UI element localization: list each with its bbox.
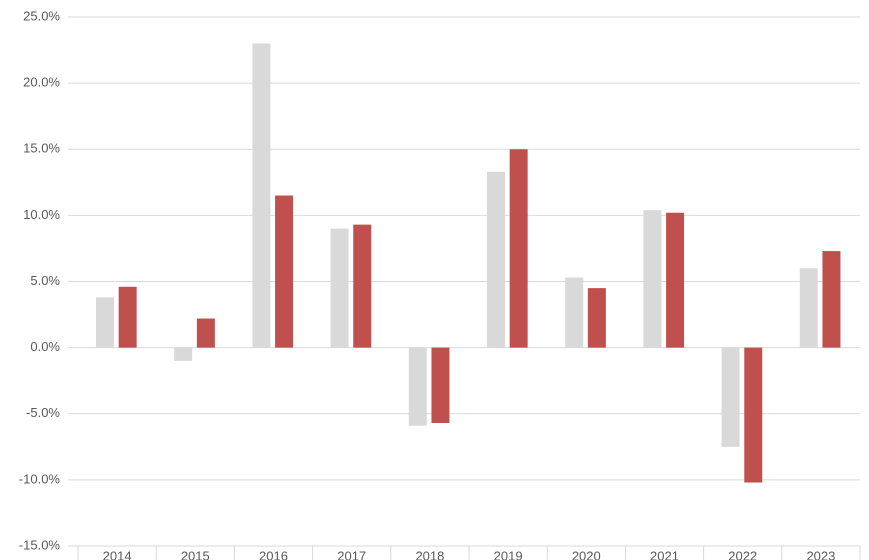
bar <box>174 347 193 361</box>
bar <box>353 224 372 348</box>
bar <box>486 171 505 348</box>
bar <box>196 318 215 348</box>
x-tick-label: 2019 <box>494 548 523 560</box>
bar <box>587 288 606 348</box>
x-tick-label: 2021 <box>650 548 679 560</box>
bar <box>118 286 137 348</box>
x-tick-label: 2015 <box>181 548 210 560</box>
bar <box>666 212 685 348</box>
y-tick-label: -15.0% <box>19 537 61 552</box>
x-tick-label: 2016 <box>259 548 288 560</box>
y-tick-label: 10.0% <box>23 207 60 222</box>
bar <box>721 347 740 447</box>
y-tick-label: -10.0% <box>19 471 61 486</box>
y-tick-label: 25.0% <box>23 8 60 23</box>
y-tick-label: 5.0% <box>30 273 60 288</box>
bar <box>275 195 294 348</box>
bar <box>408 347 427 426</box>
bar <box>565 277 584 348</box>
bar <box>252 43 271 348</box>
x-tick-label: 2018 <box>415 548 444 560</box>
bar <box>95 297 114 348</box>
bar <box>744 347 763 483</box>
bar <box>431 347 450 424</box>
bar <box>330 228 349 348</box>
x-tick-label: 2017 <box>337 548 366 560</box>
y-tick-label: 0.0% <box>30 339 60 354</box>
bar <box>509 149 528 348</box>
x-tick-label: 2020 <box>572 548 601 560</box>
x-tick-label: 2023 <box>806 548 835 560</box>
y-tick-label: -5.0% <box>26 405 60 420</box>
x-tick-label: 2014 <box>103 548 132 560</box>
bar <box>643 210 662 348</box>
bar <box>799 268 818 348</box>
y-tick-label: 15.0% <box>23 141 60 156</box>
bar <box>822 251 841 348</box>
x-tick-label: 2022 <box>728 548 757 560</box>
y-tick-label: 20.0% <box>23 75 60 90</box>
